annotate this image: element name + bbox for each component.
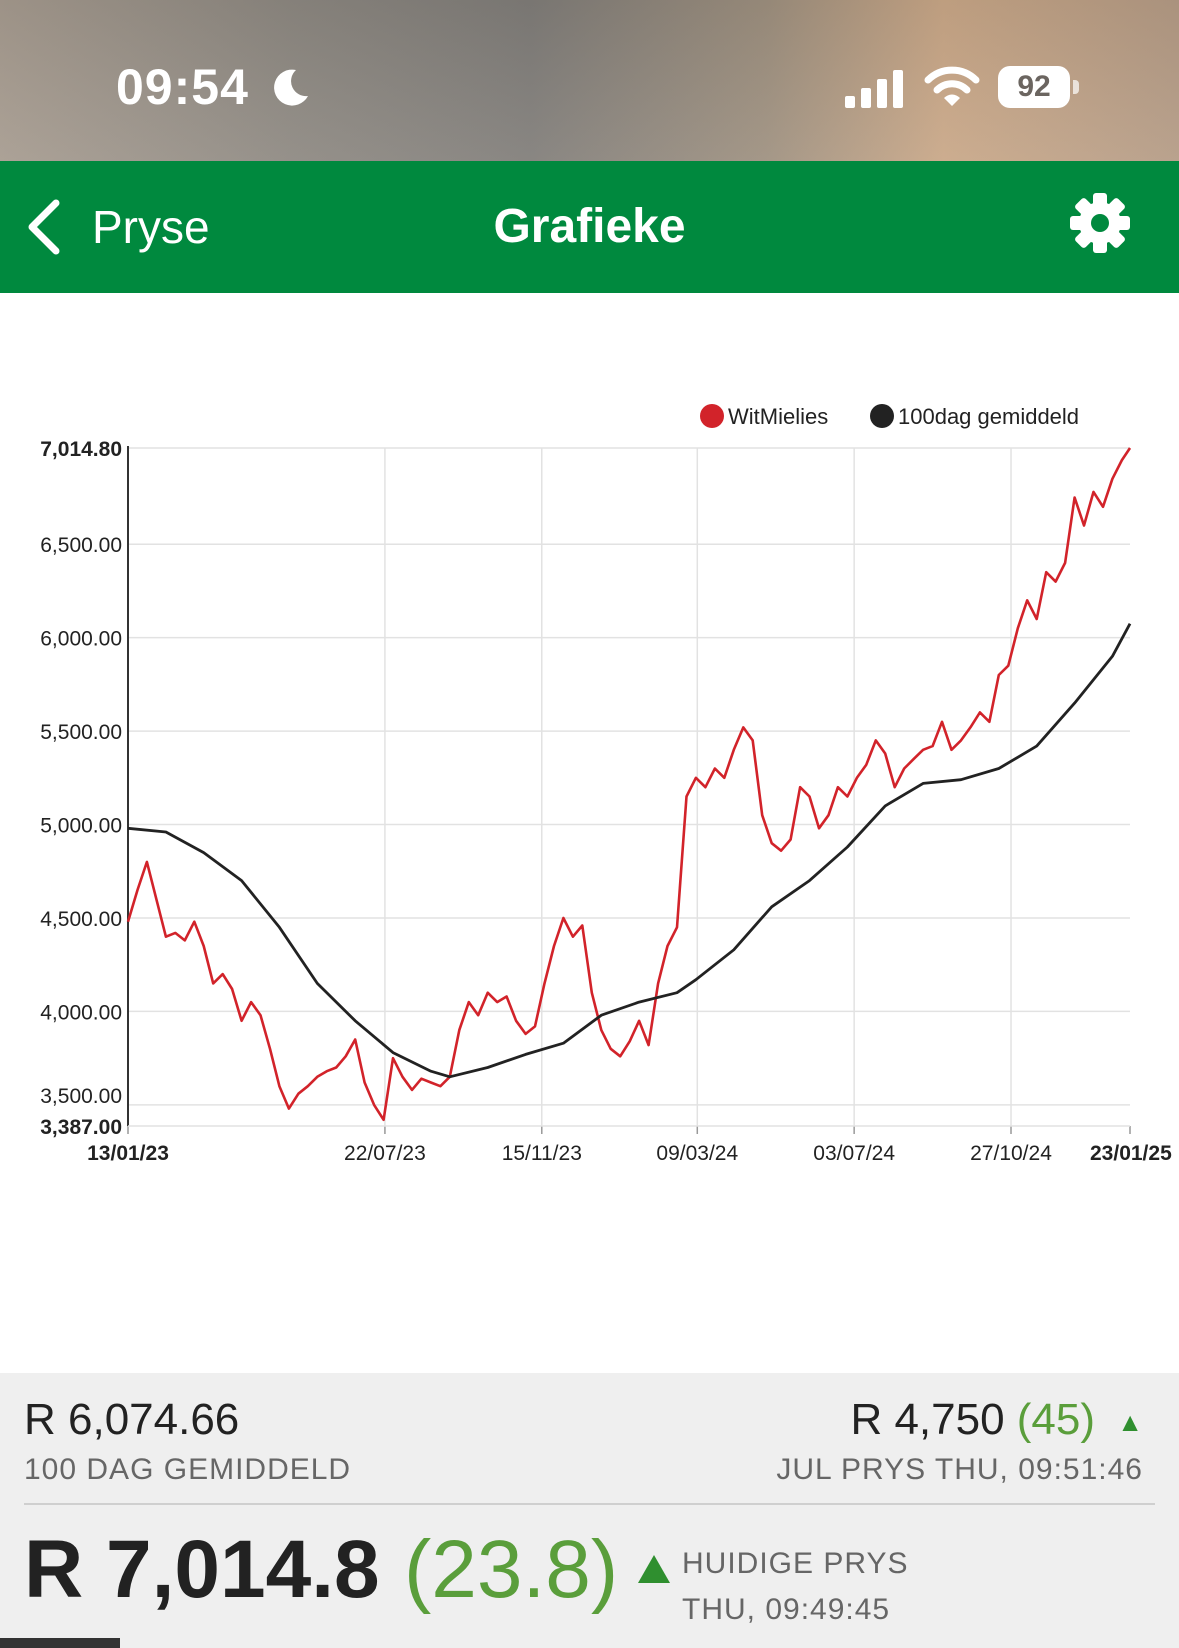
legend-marker	[870, 404, 894, 428]
chart-gridlines	[128, 447, 1130, 1126]
page-title: Grafieke	[493, 200, 686, 253]
current-label-line1: HUIDIGE PRYS	[682, 1547, 909, 1580]
status-bar-background	[0, 0, 1179, 161]
y-tick-label: 4,500.00	[40, 908, 122, 931]
jul-price-label: JUL PRYS THU, 09:51:46	[776, 1453, 1143, 1486]
x-tick-label: 15/11/23	[502, 1142, 582, 1165]
jul-price: R 4,750	[850, 1395, 1005, 1444]
clock: 09:54	[116, 59, 249, 115]
gear-icon[interactable]	[1068, 191, 1132, 255]
current-change: (23.8)	[404, 1524, 619, 1615]
price-chart: 7,014.80 6,500.00 6,000.00 5,500.00 5,000.00…	[40, 404, 1172, 1165]
current-price: R 7,014.8	[24, 1524, 380, 1615]
x-tick-label: 13/01/23	[87, 1142, 169, 1165]
battery-body	[998, 66, 1070, 108]
x-tick-label: 23/01/25	[1090, 1142, 1172, 1165]
legend-label: WitMielies	[728, 404, 828, 429]
nav-bar: Pryse Grafieke	[0, 161, 1179, 293]
battery-icon: 92	[998, 66, 1080, 108]
battery-cap	[1073, 80, 1079, 94]
price-summary: R 6,074.66 100 DAG GEMIDDELD R 4,750 (45…	[0, 1373, 1179, 1648]
y-tick-label: 4,000.00	[40, 1001, 122, 1024]
jul-price-row: R 4,750 (45) ▲	[850, 1395, 1143, 1445]
chart-series	[126, 447, 1132, 1122]
y-tick-label: 5,500.00	[40, 721, 122, 744]
wifi-icon	[924, 66, 980, 106]
legend-marker	[700, 404, 724, 428]
price-series-line	[126, 447, 1132, 1122]
moving-average-value: R 6,074.66	[24, 1395, 240, 1444]
back-button[interactable]: Pryse	[24, 191, 210, 263]
up-arrow-icon	[638, 1555, 670, 1583]
x-tick-label: 09/03/24	[656, 1142, 738, 1165]
current-label-line2: THU, 09:49:45	[682, 1593, 891, 1626]
x-tick-label: 22/07/23	[344, 1142, 426, 1165]
status-bar: 09:54 92	[0, 0, 1179, 161]
home-indicator	[0, 1638, 120, 1648]
moon-icon	[274, 69, 308, 106]
y-tick-label: 7,014.80	[40, 438, 122, 461]
legend-label: 100dag gemiddeld	[898, 404, 1079, 429]
current-price-label: HUIDIGE PRYS THU, 09:49:45	[682, 1541, 909, 1633]
chevron-left-icon	[28, 199, 60, 255]
y-tick-label: 6,000.00	[40, 628, 122, 651]
y-tick-label: 5,000.00	[40, 815, 122, 838]
divider	[24, 1503, 1155, 1505]
jul-change: (45)	[1016, 1395, 1096, 1444]
battery-level: 92	[1017, 70, 1051, 103]
chart-axes: 7,014.80 6,500.00 6,000.00 5,500.00 5,000.00…	[40, 438, 1172, 1165]
average-series-line	[127, 623, 1132, 1079]
y-tick-label: 3,387.00	[40, 1116, 122, 1139]
x-tick-label: 27/10/24	[970, 1142, 1052, 1165]
y-tick-label: 3,500.00	[40, 1085, 122, 1108]
y-tick-label: 6,500.00	[40, 534, 122, 557]
moving-average-label: 100 DAG GEMIDDELD	[24, 1453, 352, 1486]
x-tick-label: 03/07/24	[813, 1142, 895, 1165]
signal-icon	[845, 70, 903, 108]
chart-legend: WitMielies 100dag gemiddeld	[700, 404, 1079, 429]
up-arrow-icon: ▲	[1117, 1406, 1143, 1437]
back-label: Pryse	[92, 201, 210, 253]
